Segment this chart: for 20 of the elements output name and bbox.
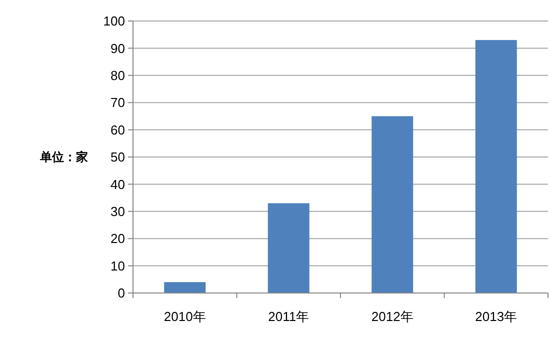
y-tick-label: 0 bbox=[118, 286, 125, 301]
x-tick-label: 2013年 bbox=[475, 309, 518, 324]
y-axis-title: 单位：家 bbox=[39, 150, 88, 164]
y-tick-label: 30 bbox=[110, 204, 125, 219]
x-tick-label: 2010年 bbox=[164, 309, 206, 324]
y-tick-label: 80 bbox=[110, 68, 125, 83]
bar bbox=[372, 116, 414, 293]
x-tick-label: 2011年 bbox=[268, 309, 310, 324]
y-tick-label: 100 bbox=[103, 14, 125, 29]
bar bbox=[164, 282, 206, 293]
y-tick-label: 50 bbox=[110, 150, 125, 165]
bar bbox=[475, 40, 517, 293]
x-tick-label: 2012年 bbox=[371, 309, 414, 324]
bar bbox=[268, 203, 310, 293]
y-tick-label: 60 bbox=[110, 122, 125, 138]
y-tick-label: 90 bbox=[110, 40, 125, 56]
y-tick-label: 70 bbox=[110, 95, 125, 110]
y-tick-label: 40 bbox=[110, 176, 125, 192]
y-tick-label: 20 bbox=[110, 231, 125, 246]
y-tick-label: 10 bbox=[110, 258, 125, 274]
